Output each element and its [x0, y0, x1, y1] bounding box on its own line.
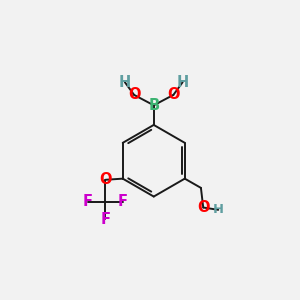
Text: O: O: [167, 87, 180, 102]
Text: F: F: [118, 194, 128, 209]
Text: B: B: [148, 98, 159, 113]
Text: O: O: [99, 172, 112, 187]
Text: F: F: [83, 194, 93, 209]
Text: F: F: [100, 212, 110, 226]
Text: O: O: [197, 200, 209, 215]
Text: H: H: [119, 75, 131, 90]
Text: O: O: [128, 87, 140, 102]
Text: H: H: [176, 75, 189, 90]
Text: H: H: [213, 203, 224, 216]
